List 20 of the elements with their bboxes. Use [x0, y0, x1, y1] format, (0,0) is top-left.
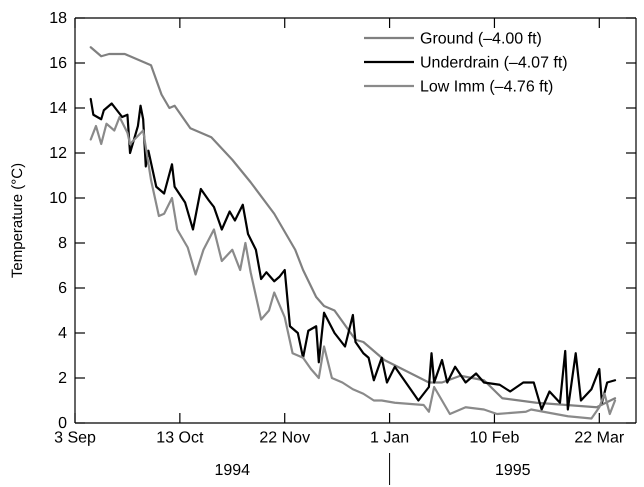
x-tick-label: 22 Mar — [574, 429, 625, 446]
x-tick-label: 1 Jan — [370, 429, 410, 446]
y-tick-label: 4 — [58, 325, 68, 342]
y-tick-label: 14 — [49, 100, 68, 118]
y-tick-label: 18 — [49, 10, 68, 28]
y-axis-title: Temperature (°C) — [9, 162, 26, 278]
y-tick-label: 8 — [58, 235, 68, 252]
x-tick-label: 13 Oct — [156, 429, 204, 446]
text: 1995 — [494, 462, 531, 479]
legend-label: Low Imm (–4.76 ft) — [420, 78, 554, 96]
y-tick-label: 2 — [58, 370, 68, 388]
x-tick-label: 10 Feb — [470, 429, 520, 446]
legend-label: Ground (–4.00 ft) — [420, 30, 542, 48]
y-tick-label: 10 — [49, 190, 68, 208]
y-tick-label: 6 — [58, 280, 68, 298]
legend-label: Underdrain (–4.07 ft) — [420, 54, 568, 72]
y-tick-label: 16 — [49, 55, 68, 72]
text: 1994 — [214, 462, 250, 479]
x-tick-label: 22 Nov — [259, 429, 310, 446]
y-tick-label: 12 — [49, 145, 68, 162]
